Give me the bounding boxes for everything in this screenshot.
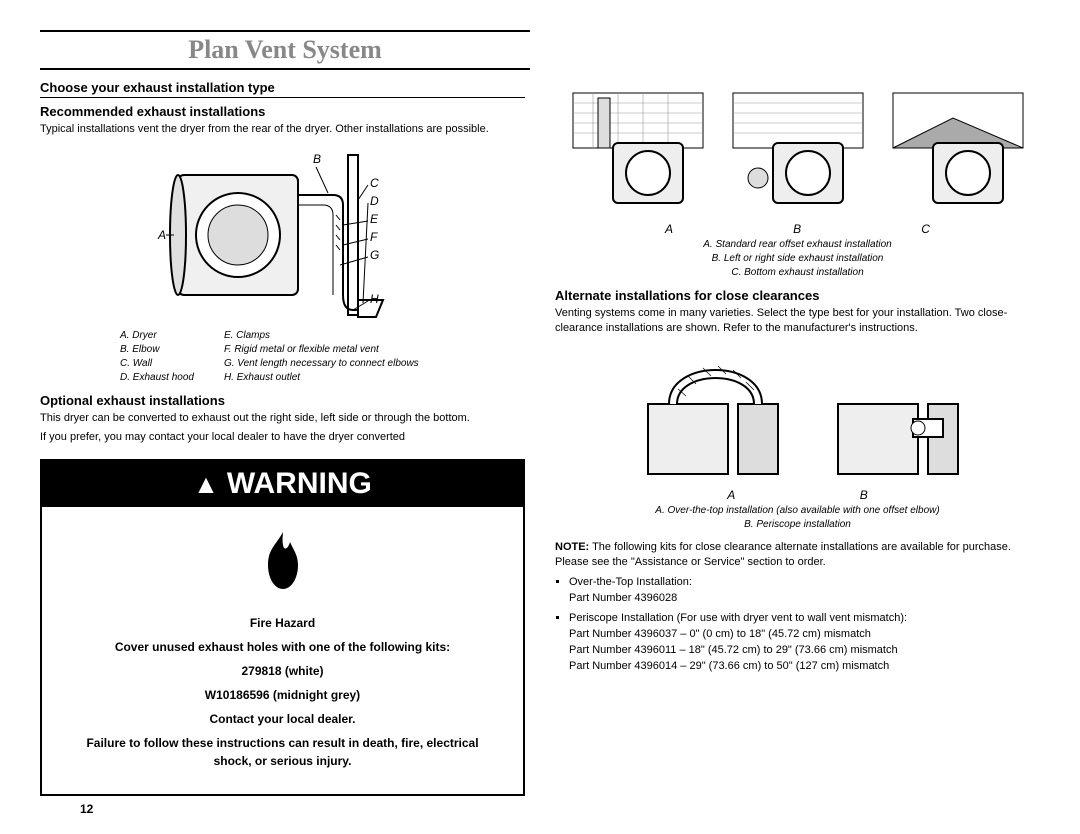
- legend-item: C. Wall: [120, 357, 194, 371]
- page-title: Plan Vent System: [40, 30, 530, 70]
- label-letter: A: [665, 222, 673, 236]
- legend-item: H. Exhaust outlet: [224, 371, 419, 385]
- warning-line: Contact your local dealer.: [72, 710, 493, 728]
- warning-header: ▲ WARNING: [42, 461, 523, 507]
- right-column: A B C A. Standard rear offset exhaust in…: [555, 80, 1040, 796]
- svg-text:G: G: [370, 248, 379, 262]
- legend-item: F. Rigid metal or flexible metal vent: [224, 343, 419, 357]
- optional-text-1: This dryer can be converted to exhaust o…: [40, 411, 525, 426]
- warning-line: Failure to follow these instructions can…: [72, 734, 493, 770]
- recommended-text: Typical installations vent the dryer fro…: [40, 122, 525, 137]
- subhead-optional: Optional exhaust installations: [40, 393, 525, 408]
- legend-item: A. Dryer: [120, 329, 194, 343]
- warning-triangle-icon: ▲: [193, 471, 219, 497]
- page-number: 12: [80, 802, 93, 816]
- mid-diagram-caption: A. Over-the-top installation (also avail…: [555, 504, 1040, 532]
- warning-line: Cover unused exhaust holes with one of t…: [72, 638, 493, 656]
- svg-text:B: B: [313, 152, 321, 166]
- kit-list: Over-the-Top Installation: Part Number 4…: [569, 575, 1040, 675]
- legend-item: G. Vent length necessary to connect elbo…: [224, 357, 419, 371]
- label-letter: A: [727, 488, 735, 502]
- svg-text:D: D: [370, 194, 379, 208]
- top-diagram-caption: A. Standard rear offset exhaust installa…: [555, 238, 1040, 280]
- warning-box: ▲ WARNING Fire Hazard Cover unused exhau…: [40, 459, 525, 796]
- legend-item: B. Elbow: [120, 343, 194, 357]
- optional-text-2: If you prefer, you may contact your loca…: [40, 430, 525, 445]
- close-clearance-diagram: [555, 344, 1040, 484]
- svg-text:C: C: [370, 176, 379, 190]
- label-letter: C: [921, 222, 930, 236]
- subhead-alternate: Alternate installations for close cleara…: [555, 288, 1040, 303]
- list-item: Periscope Installation (For use with dry…: [569, 611, 1040, 675]
- subhead-recommended: Recommended exhaust installations: [40, 104, 525, 119]
- rear-vent-diagram: A B C D E F G H: [40, 145, 525, 325]
- diagram-legend: A. Dryer B. Elbow C. Wall D. Exhaust hoo…: [120, 329, 525, 385]
- svg-text:E: E: [370, 212, 379, 226]
- label-letter: B: [793, 222, 801, 236]
- svg-text:F: F: [370, 230, 378, 244]
- legend-item: E. Clamps: [224, 329, 419, 343]
- fire-hazard-title: Fire Hazard: [72, 614, 493, 632]
- svg-text:A: A: [157, 228, 166, 242]
- warning-title: WARNING: [227, 467, 372, 501]
- section-header: Choose your exhaust installation type: [40, 80, 525, 98]
- label-letter: B: [860, 488, 868, 502]
- left-column: Choose your exhaust installation type Re…: [40, 80, 525, 796]
- fire-icon: [248, 527, 318, 597]
- warning-line: W10186596 (midnight grey): [72, 686, 493, 704]
- svg-text:H: H: [370, 292, 379, 306]
- warning-line: 279818 (white): [72, 662, 493, 680]
- list-item: Over-the-Top Installation: Part Number 4…: [569, 575, 1040, 607]
- alternate-text: Venting systems come in many varieties. …: [555, 306, 1040, 336]
- three-install-diagram: [555, 88, 1040, 218]
- note-text: NOTE: The following kits for close clear…: [555, 540, 1040, 570]
- legend-item: D. Exhaust hood: [120, 371, 194, 385]
